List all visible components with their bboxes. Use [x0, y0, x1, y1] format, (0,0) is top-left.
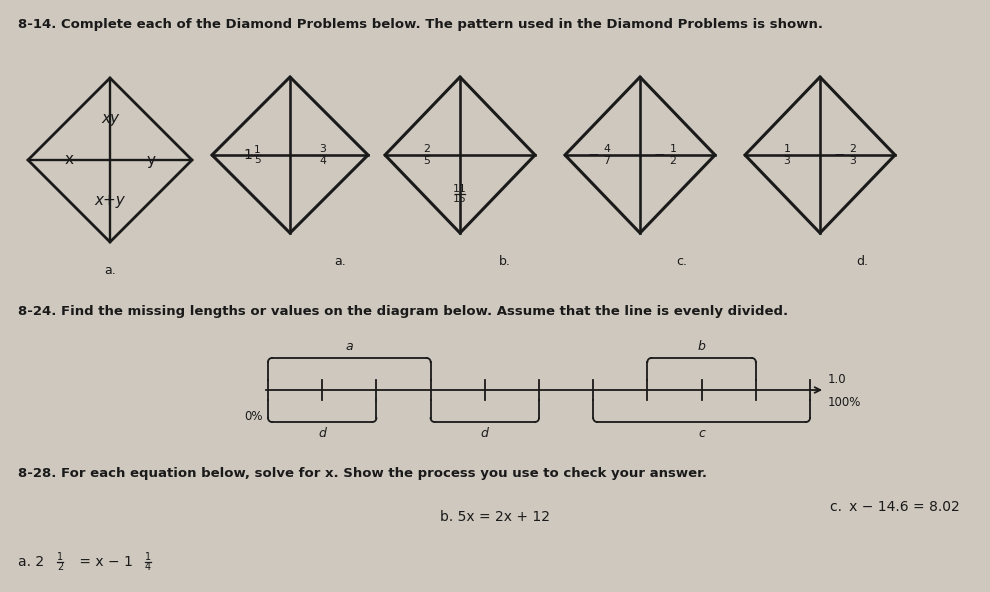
Text: 0%: 0% [245, 410, 263, 423]
Text: 1: 1 [253, 145, 260, 155]
Text: 8-14. Complete each of the Diamond Problems below. The pattern used in the Diamo: 8-14. Complete each of the Diamond Probl… [18, 18, 823, 31]
Text: 2: 2 [424, 144, 431, 155]
Text: 1.0: 1.0 [828, 373, 846, 386]
Text: 3: 3 [783, 156, 790, 166]
Text: x+y: x+y [95, 194, 126, 208]
Text: a: a [346, 340, 353, 353]
Text: xy: xy [101, 111, 119, 127]
Text: −: − [588, 148, 600, 162]
Text: a.: a. [104, 264, 116, 277]
Text: d: d [481, 427, 489, 440]
Text: a.: a. [335, 255, 346, 268]
Text: 100%: 100% [828, 396, 861, 409]
Text: d.: d. [856, 255, 868, 268]
Text: a. 2: a. 2 [18, 555, 45, 569]
Text: 2: 2 [849, 144, 856, 155]
Text: b.: b. [499, 255, 511, 268]
Text: 5: 5 [424, 156, 431, 166]
Text: 7: 7 [604, 156, 611, 166]
Text: c.: c. [676, 255, 687, 268]
Text: x: x [64, 153, 73, 168]
Text: y: y [147, 153, 155, 168]
Text: 15: 15 [453, 195, 467, 204]
Text: 3: 3 [849, 156, 856, 166]
Text: c.  x − 14.6 = 8.02: c. x − 14.6 = 8.02 [831, 500, 960, 514]
Text: b: b [698, 340, 706, 353]
Text: 8-28. For each equation below, solve for x. Show the process you use to check yo: 8-28. For each equation below, solve for… [18, 467, 707, 480]
Text: 5: 5 [253, 155, 260, 165]
Text: 4: 4 [145, 562, 151, 572]
Text: 3: 3 [320, 144, 326, 155]
Text: 1: 1 [145, 552, 151, 562]
Text: 1: 1 [57, 552, 63, 562]
Text: −: − [654, 148, 665, 162]
Text: b. 5x = 2x + 12: b. 5x = 2x + 12 [440, 510, 550, 524]
Text: d: d [318, 427, 326, 440]
Text: 2: 2 [56, 562, 63, 572]
Text: 8-24. Find the missing lengths or values on the diagram below. Assume that the l: 8-24. Find the missing lengths or values… [18, 305, 788, 318]
Text: 1: 1 [244, 148, 252, 162]
Text: 1: 1 [783, 144, 790, 155]
Text: c: c [698, 427, 705, 440]
Text: −: − [834, 148, 845, 162]
Text: 2: 2 [669, 156, 676, 166]
Text: = x − 1: = x − 1 [75, 555, 133, 569]
Text: 1: 1 [669, 144, 676, 155]
Text: 4: 4 [604, 144, 611, 155]
Text: 4: 4 [320, 156, 326, 166]
Text: 11: 11 [453, 184, 467, 194]
